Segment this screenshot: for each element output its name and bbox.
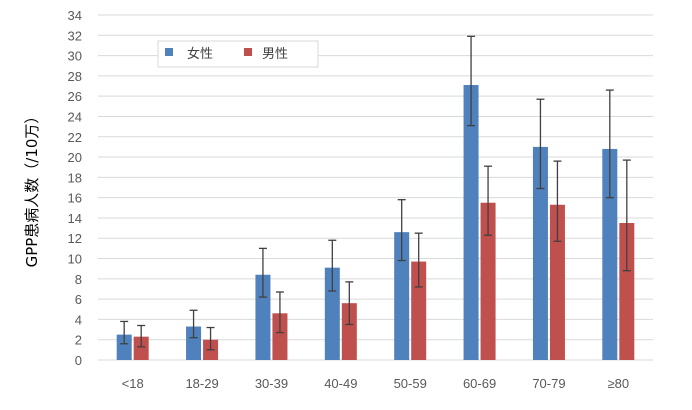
- y-tick-label: 26: [68, 89, 82, 104]
- legend-box: [157, 40, 319, 68]
- bar-female: [116, 334, 132, 360]
- bar-female: [255, 274, 271, 360]
- y-tick-label: 10: [68, 252, 82, 267]
- bar-male: [272, 313, 288, 360]
- y-tick-label: 28: [68, 69, 82, 84]
- legend: 女性 男性: [157, 40, 319, 68]
- y-tick-label: 24: [68, 109, 82, 124]
- x-tick-label: 30-39: [255, 376, 288, 391]
- x-tick-label: 70-79: [532, 376, 565, 391]
- y-tick-label: 30: [68, 49, 82, 64]
- y-tick-label: 0: [75, 353, 82, 368]
- y-tick-label: 34: [68, 8, 82, 23]
- y-tick-label: 8: [75, 272, 82, 287]
- y-tick-label: 16: [68, 191, 82, 206]
- bar-male: [133, 336, 149, 360]
- x-tick-label: <18: [122, 376, 144, 391]
- bar-male: [341, 303, 357, 360]
- legend-swatch-female: [165, 48, 173, 56]
- bar-female: [532, 146, 548, 360]
- legend-label-male: 男性: [262, 47, 288, 62]
- error-bars: [120, 35, 631, 351]
- y-tick-label: 14: [68, 211, 82, 226]
- y-tick-label: 4: [75, 312, 82, 327]
- x-axis-ticks: <18 18-29 30-39 40-49 50-59 60-69 70-79 ≥80: [122, 376, 629, 391]
- x-tick-label: 18-29: [185, 376, 218, 391]
- bar-male: [549, 204, 565, 360]
- y-tick-label: 6: [75, 292, 82, 307]
- bar-female: [394, 232, 410, 360]
- bar-male: [411, 261, 427, 360]
- bar-female: [463, 85, 479, 360]
- bars: [116, 85, 635, 360]
- x-tick-label: 50-59: [394, 376, 427, 391]
- y-tick-label: 22: [68, 130, 82, 145]
- x-tick-label: ≥80: [608, 376, 630, 391]
- y-tick-label: 32: [68, 28, 82, 43]
- y-tick-label: 12: [68, 231, 82, 246]
- y-tick-label: 20: [68, 150, 82, 165]
- y-tick-label: 2: [75, 333, 82, 348]
- bar-female: [602, 148, 618, 360]
- y-tick-label: 18: [68, 170, 82, 185]
- legend-swatch-male: [244, 48, 252, 56]
- bar-female: [186, 326, 202, 360]
- bar-male: [619, 223, 635, 360]
- x-tick-label: 60-69: [463, 376, 496, 391]
- legend-label-female: 女性: [187, 46, 213, 62]
- bar-male: [480, 202, 496, 360]
- gridlines: [98, 14, 653, 361]
- y-axis-title: GPP患病人数（/10万）: [23, 109, 41, 268]
- x-tick-label: 40-49: [324, 376, 357, 391]
